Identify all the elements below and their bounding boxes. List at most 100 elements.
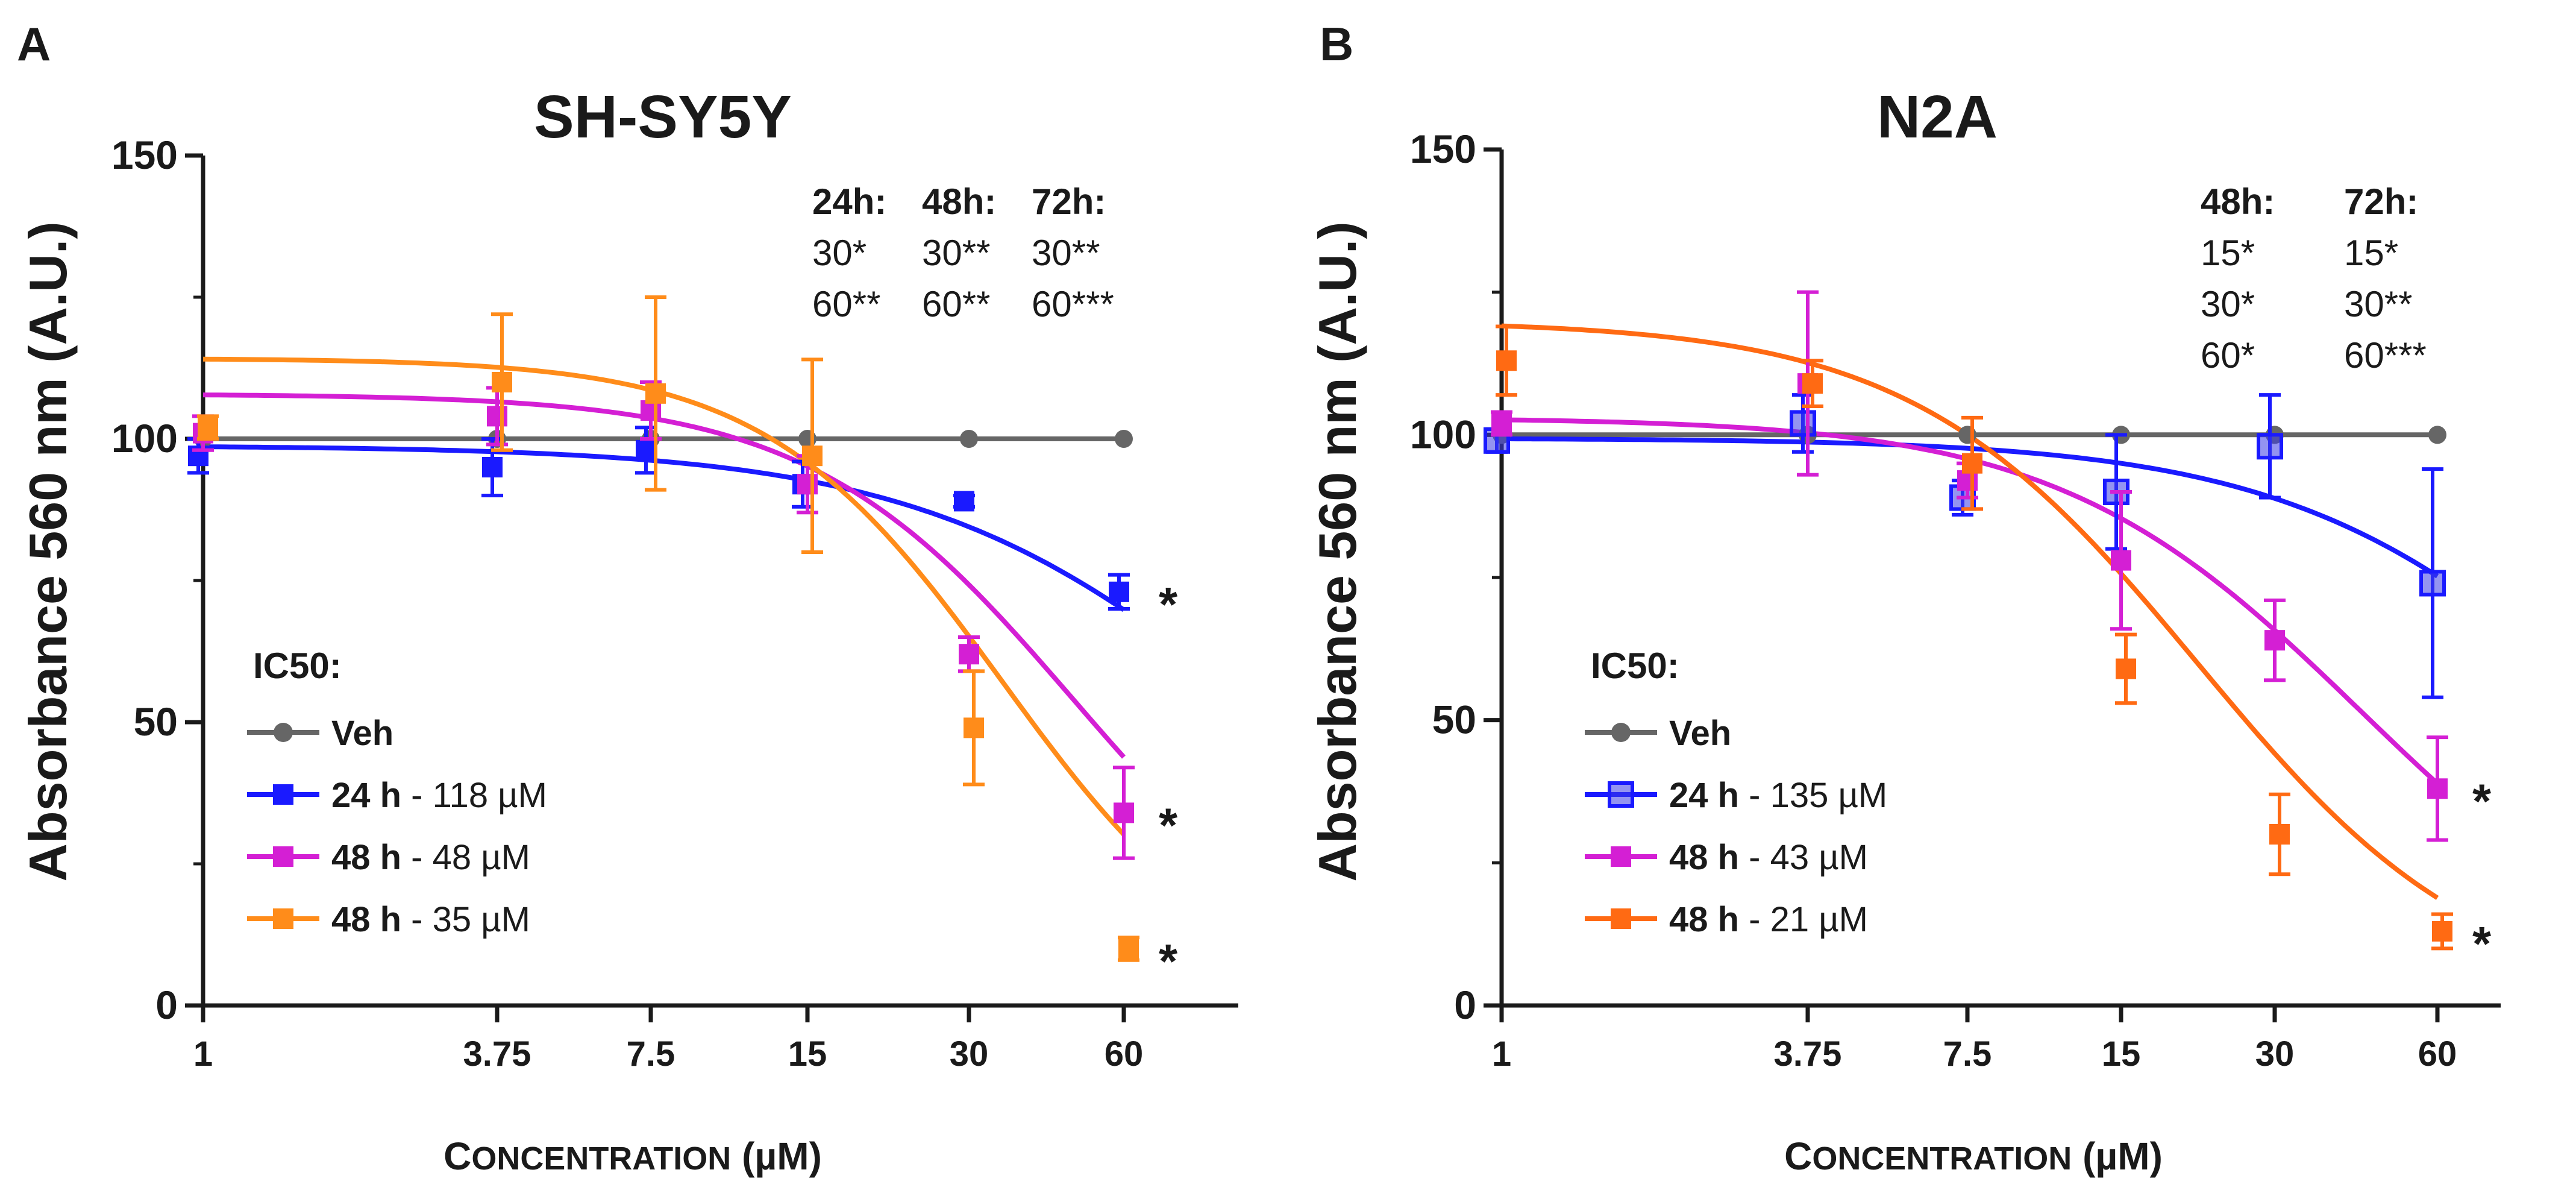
panel-a-sig-value: 60** xyxy=(812,284,880,324)
panel-b-fit-line-1 xyxy=(1502,436,2439,579)
panel-b-letter: B xyxy=(1320,17,1353,71)
panel-b-legend-marker xyxy=(1611,846,1631,867)
panel-a-x-tick-label: 60 xyxy=(1105,1034,1144,1074)
panel-a-sig-header: 24h: xyxy=(812,181,886,222)
panel-b-legend-marker xyxy=(1611,908,1631,929)
panel-a-y-tick-label: 100 xyxy=(111,416,178,461)
panel-b-x-tick-label: 7.5 xyxy=(1943,1034,1992,1074)
panel-b-axes: 0 50 100 150 1 3.75 7.5 15 30 60 xyxy=(1410,127,2501,1074)
panel-a-x-axis-label: CONCENTRATION (µM) xyxy=(443,1134,822,1178)
panel-a-legend-marker xyxy=(273,908,293,929)
panel-b-y-tick-label: 0 xyxy=(1454,983,1476,1027)
panel-a-data-point xyxy=(802,445,823,467)
panel-b-legend-marker xyxy=(1608,781,1634,808)
panel-a-x-tick-label: 7.5 xyxy=(627,1034,675,1074)
panel-b-significance-star: * xyxy=(2472,774,2492,828)
panel-a-fit-line-3 xyxy=(202,356,1126,837)
panel-a-data-point xyxy=(1115,430,1133,448)
panel-a-sig-header: 72h: xyxy=(1032,181,1106,222)
panel-a-y-tick-label: 150 xyxy=(111,133,178,177)
panel-a-axes: 0 50 100 150 1 3.75 7.5 15 30 60 xyxy=(111,133,1238,1074)
panel-a-sig-value: 60*** xyxy=(1032,284,1114,324)
panel-a-sig-value: 30* xyxy=(812,233,867,273)
panel-b-x-tick-label: 1 xyxy=(1492,1034,1511,1074)
panel-b-legend-label: 24 h - 135 µM xyxy=(1669,776,1887,815)
panel-a-legend-marker xyxy=(273,784,293,805)
panel-b-significance-table: 48h: 15* 30* 60* 72h: 15* 30** 60*** xyxy=(2201,181,2427,376)
panel-b-sig-value: 60* xyxy=(2201,335,2255,376)
panel-b-data-point xyxy=(1957,470,1978,491)
panel-b-sig-value: 15* xyxy=(2344,233,2398,273)
panel-a: A SH-SY5Y Absorbance 560 nm (A.U.) CONCE… xyxy=(17,17,1238,1178)
panel-b-sig-value: 30** xyxy=(2344,284,2412,324)
panel-a-x-tick-label: 1 xyxy=(193,1034,213,1074)
panel-b-significance-star: * xyxy=(2472,917,2492,971)
panel-a-legend-label: Veh xyxy=(331,714,393,753)
panel-b-x-tick-label: 15 xyxy=(2102,1034,2141,1074)
panel-a-letter: A xyxy=(17,17,51,71)
panel-a-y-tick-label: 0 xyxy=(155,983,178,1027)
panel-a-legend-label: 48 h - 35 µM xyxy=(331,900,530,939)
panel-b-y-tick-label: 50 xyxy=(1432,697,1476,742)
panel-a-data-point xyxy=(487,406,507,427)
panel-b-y-tick-label: 150 xyxy=(1410,127,1476,171)
panel-b-data-point xyxy=(1496,350,1517,371)
panel-b-sig-value: 15* xyxy=(2201,233,2255,273)
panel-b-data-point xyxy=(1802,373,1823,394)
panel-b-x-axis-label: CONCENTRATION (µM) xyxy=(1784,1134,2163,1178)
panel-b-fit-line-3 xyxy=(1501,323,2439,900)
panel-a-fit-line-2 xyxy=(202,392,1126,759)
panel-a-legend-marker xyxy=(274,723,293,742)
panel-a-data-point xyxy=(1114,802,1134,823)
panel-a-sig-value: 60** xyxy=(922,284,990,324)
panel-a-x-tick-label: 30 xyxy=(950,1034,989,1074)
panel-a-data-point xyxy=(636,439,656,461)
panel-a-legend-label: 24 h - 118 µM xyxy=(331,776,547,815)
panel-a-data-point xyxy=(959,644,979,665)
panel-a-significance-table: 24h: 30* 60** 48h: 30** 60** 72h: 30** 60*** xyxy=(812,181,1114,324)
panel-b-series: ** xyxy=(1484,290,2492,971)
panel-b-sig-header: 72h: xyxy=(2344,181,2418,222)
panel-b-sig-value: 60*** xyxy=(2344,335,2427,376)
panel-b-y-axis-label: Absorbance 560 nm (A.U.) xyxy=(1308,221,1367,881)
panel-b-x-tick-label: 30 xyxy=(2255,1034,2295,1074)
panel-a-significance-star: * xyxy=(1159,577,1178,631)
panel-a-data-point xyxy=(954,491,974,512)
panel-a-y-tick-label: 50 xyxy=(134,699,178,744)
panel-a-data-point xyxy=(482,457,503,477)
panel-b-title: N2A xyxy=(1877,83,1998,151)
panel-a-data-point xyxy=(492,372,512,392)
panel-a-legend-marker xyxy=(273,846,293,867)
panel-b-data-point xyxy=(2427,778,2448,799)
panel-b-data-point xyxy=(2111,550,2131,571)
panel-b-data-point xyxy=(1962,453,1982,474)
panel-b-legend-title: IC50: xyxy=(1591,646,1679,686)
panel-a-fit-line-1 xyxy=(203,444,1126,612)
panel-b-data-point xyxy=(2116,658,2136,679)
panel-b-data-point xyxy=(2264,630,2285,651)
panel-b-legend-label: 48 h - 43 µM xyxy=(1669,838,1868,877)
panel-b-legend-label: Veh xyxy=(1669,714,1731,753)
panel-b-data-point xyxy=(1790,410,1816,437)
panel-a-x-tick-label: 3.75 xyxy=(463,1034,531,1074)
panel-b-sig-value: 30* xyxy=(2201,284,2255,324)
panel-b-data-point xyxy=(2419,570,2446,597)
panel-a-sig-header: 48h: xyxy=(922,181,996,222)
panel-b: B N2A Absorbance 560 nm (A.U.) CONCENTRA… xyxy=(1308,17,2501,1178)
panel-b-legend-label: 48 h - 21 µM xyxy=(1669,900,1868,939)
panel-a-significance-star: * xyxy=(1159,798,1178,852)
panel-a-sig-value: 30** xyxy=(1032,233,1100,273)
panel-b-y-tick-label: 100 xyxy=(1410,412,1476,456)
panel-a-x-tick-label: 15 xyxy=(788,1034,827,1074)
panel-b-data-point xyxy=(2257,433,2283,460)
panel-a-series: * * * xyxy=(187,295,1178,988)
panel-b-data-point xyxy=(2428,426,2446,444)
panel-a-sig-value: 30** xyxy=(922,233,990,273)
panel-a-y-axis-label: Absorbance 560 nm (A.U.) xyxy=(18,221,78,881)
panel-a-data-point xyxy=(1109,581,1129,602)
panel-b-legend-marker xyxy=(1611,723,1631,742)
panel-b-data-point xyxy=(1491,413,1512,434)
panel-b-data-point xyxy=(2432,920,2452,942)
panel-a-data-point xyxy=(645,383,666,404)
